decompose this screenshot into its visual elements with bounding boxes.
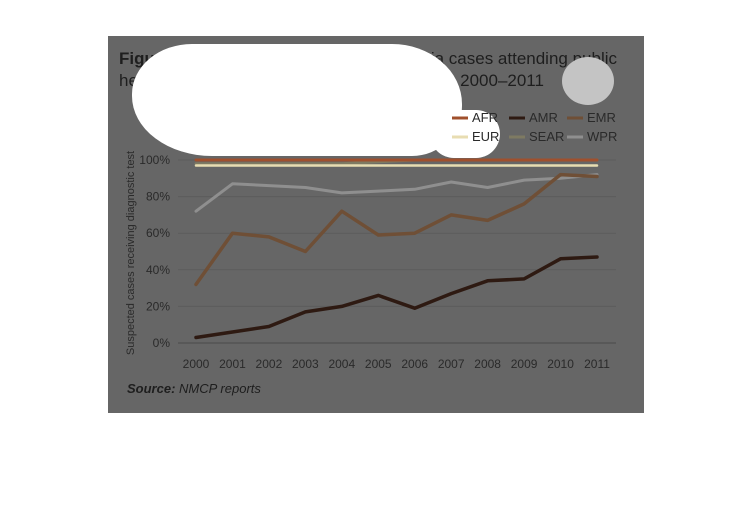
x-tick-label: 2004 [328,357,355,371]
legend-label-sear: SEAR [529,129,564,144]
x-tick-label: 2000 [183,357,210,371]
x-tick-label: 2005 [365,357,392,371]
white-occlusion [352,62,432,114]
x-tick-label: 2006 [401,357,428,371]
y-tick-label: 100% [139,153,170,167]
legend-label-eur: EUR [472,129,499,144]
x-tick-label: 2003 [292,357,319,371]
x-tick-label: 2008 [474,357,501,371]
x-tick-label: 2011 [584,357,610,371]
legend-label-amr: AMR [529,110,558,125]
series-line-emr [194,172,599,287]
x-tick-label: 2007 [438,357,465,371]
source-text: NMCP reports [179,381,261,396]
series-line-wpr [194,173,599,213]
y-tick-label: 80% [146,190,170,204]
source-note: Source: NMCP reports [127,381,261,396]
x-tick-label: 2009 [511,357,538,371]
legend-label-wpr: WPR [587,129,617,144]
series-line-amr [194,255,599,340]
legend-label-afr: AFR [472,110,498,125]
y-tick-label: 40% [146,263,170,277]
legend-label-emr: EMR [587,110,616,125]
x-tick-label: 2001 [219,357,246,371]
gray-occlusion [562,57,614,105]
x-tick-label: 2010 [547,357,574,371]
source-label: Source: [127,381,176,396]
y-axis-label: Suspected cases receiving diagnostic tes… [125,151,137,355]
y-tick-label: 20% [146,299,170,313]
y-tick-label: 0% [153,336,171,350]
x-tick-label: 2002 [256,357,283,371]
y-tick-label: 60% [146,226,170,240]
